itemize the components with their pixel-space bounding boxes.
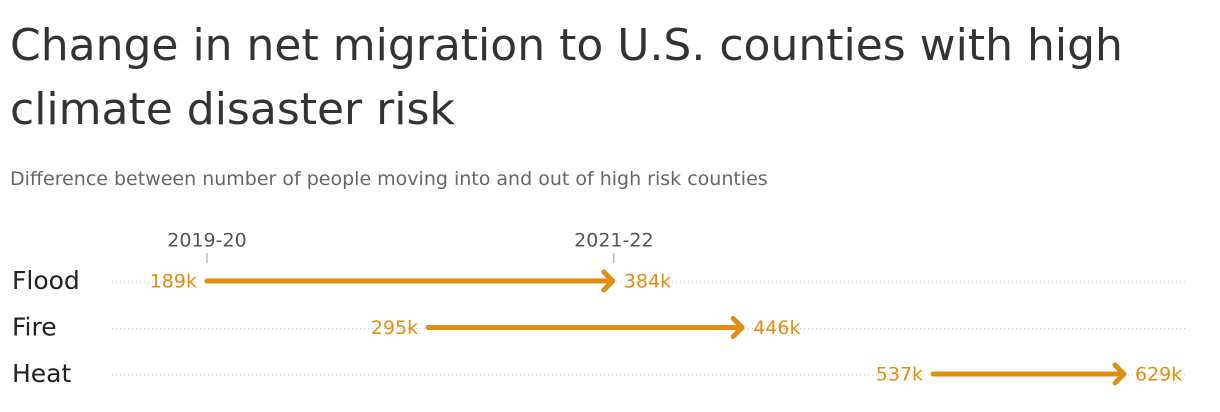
legend-label: 2019-20: [167, 230, 246, 252]
value-label: 295k: [371, 317, 418, 339]
legend-label: 2021-22: [574, 230, 653, 252]
arrow: [930, 362, 1127, 386]
value-label: 189k: [150, 271, 197, 293]
category-label: Heat: [12, 359, 71, 388]
chart-title: Change in net migration to U.S. counties…: [10, 20, 1123, 135]
value-label: 629k: [1135, 364, 1182, 386]
category-label: Flood: [12, 266, 80, 295]
arrow: [204, 269, 616, 293]
value-label: 446k: [753, 317, 800, 339]
chart-subtitle: Difference between number of people movi…: [10, 168, 768, 190]
category-label: Fire: [12, 313, 57, 342]
arrow: [425, 316, 745, 339]
value-label: 384k: [624, 271, 671, 293]
value-label: 537k: [876, 364, 923, 386]
